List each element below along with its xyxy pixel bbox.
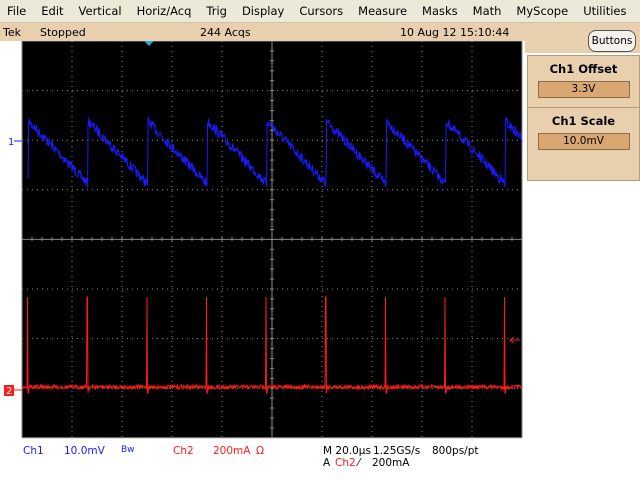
ch2-marker-box: [4, 385, 14, 396]
trigger-source: Ch2: [335, 457, 356, 469]
ch2-waveform: [21, 296, 523, 394]
sample-rate: 1.25GS/s: [373, 445, 421, 457]
side-panel: Ch1 Offset 3.3V Ch1 Scale 10.0mV: [525, 23, 640, 480]
readout-bar: Ch1 10.0mV Bw Ch2 200mA Ω M 20.0µs 1.25G…: [0, 440, 525, 480]
buttons-button[interactable]: Buttons: [588, 30, 636, 52]
offset-panel[interactable]: Ch1 Offset 3.3V: [527, 55, 640, 129]
ch1-marker: 1: [8, 137, 14, 148]
trigger-level: 200mA: [372, 457, 410, 469]
menu-item[interactable]: Masks: [422, 4, 458, 18]
menu-item[interactable]: Edit: [41, 4, 64, 18]
acq-count: 244 Acqs: [200, 26, 251, 39]
date-time: 10 Aug 12 15:10:44: [400, 26, 510, 39]
menu-item[interactable]: Measure: [358, 4, 408, 18]
bandwidth: Bw: [121, 445, 135, 455]
scale-panel[interactable]: Ch1 Scale 10.0mV: [527, 107, 640, 181]
menu-item[interactable]: File: [7, 4, 27, 18]
ch2-label: Ch2: [173, 445, 194, 457]
status-bar: Tek Stopped 244 Acqs 10 Aug 12 15:10:44: [0, 23, 525, 41]
panel-label: Ch1 Scale: [551, 114, 616, 128]
graticule: 1 2: [4, 41, 523, 439]
ch2-scale: 200mA: [213, 445, 251, 457]
brand: Tek: [3, 26, 21, 39]
panel-value[interactable]: 10.0mV: [537, 133, 630, 150]
trigger-prefix: A: [323, 457, 331, 469]
ch1-scale: 10.0mV: [64, 445, 105, 457]
ch2-marker: 2: [6, 386, 12, 397]
ch2-coupling: Ω: [256, 445, 265, 457]
panel-label: Ch1 Offset: [549, 62, 618, 76]
menu-item[interactable]: Math: [472, 4, 502, 18]
menu-item[interactable]: Display: [241, 4, 285, 18]
acq-state: Stopped: [40, 26, 86, 39]
trigger-level-marker: [509, 336, 520, 344]
resolution: 800ps/pt: [432, 445, 479, 457]
menu-item[interactable]: Help: [634, 4, 640, 18]
menu-item[interactable]: Utilities: [583, 4, 627, 18]
ch1-waveform: [27, 116, 523, 188]
ch1-label: Ch1: [23, 445, 44, 457]
trigger-slope: ⁄: [358, 457, 360, 469]
panel-value[interactable]: 3.3V: [537, 81, 630, 98]
trigger-position: [144, 41, 154, 46]
menu-item[interactable]: Vertical: [78, 4, 122, 18]
menu-bar: File Edit Vertical Horiz/Acq Trig Display Curs…: [0, 0, 640, 23]
menu-item[interactable]: Cursors: [299, 4, 344, 18]
menu-item[interactable]: Trig: [206, 4, 227, 18]
menu-item[interactable]: MyScope: [516, 4, 569, 18]
timebase: M 20.0µs: [323, 445, 371, 457]
menu-item[interactable]: Horiz/Acq: [136, 4, 192, 18]
